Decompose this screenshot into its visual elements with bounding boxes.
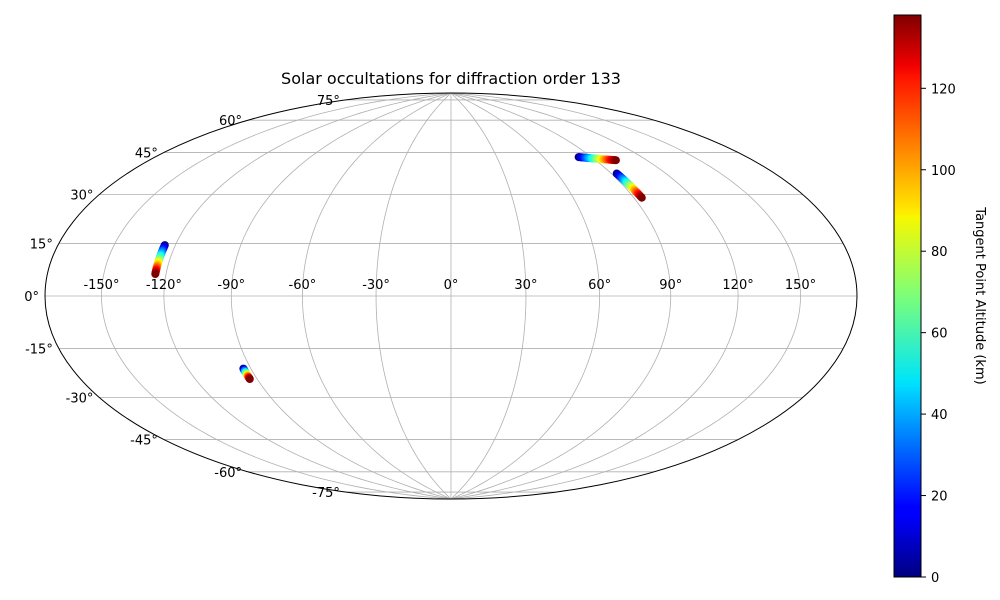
- colorbar-tick-label: 60: [931, 327, 948, 342]
- colorbar-ticks: 0 20 40 60 80 100 120: [921, 82, 956, 586]
- lat-tick-label: 0°: [24, 290, 39, 305]
- lon-tick-label: -120°: [146, 278, 182, 293]
- lon-tick-label: 120°: [722, 278, 753, 293]
- lat-tick-label: 30°: [70, 189, 93, 204]
- lat-tick-label: -15°: [25, 343, 53, 358]
- chart-title: Solar occultations for diffraction order…: [281, 69, 621, 88]
- lon-tick-label: -90°: [217, 278, 245, 293]
- lon-tick-label: 150°: [785, 278, 816, 293]
- occultation-points: [151, 153, 646, 383]
- lat-tick-label: -60°: [214, 466, 242, 481]
- latitude-tick-labels: -75° -60° -45° -30° -15° 0° 15° 30° 45° 60° 75°: [24, 94, 340, 501]
- longitude-tick-labels: -150° -120° -90° -60° -30° 0° 30° 60° 90° 120° 150…: [83, 278, 816, 293]
- lon-tick-label: 30°: [514, 278, 537, 293]
- lon-tick-label: 0°: [444, 278, 459, 293]
- colorbar-tick-label: 120: [931, 82, 956, 97]
- lat-tick-label: -30°: [66, 392, 94, 407]
- occultation-point: [611, 156, 620, 165]
- lon-tick-label: -150°: [83, 278, 119, 293]
- colorbar-label: Tangent Point Altitude (km): [972, 206, 987, 384]
- map-boundary: [44, 92, 858, 500]
- lon-tick-label: 90°: [659, 278, 682, 293]
- colorbar-tick-label: 20: [931, 490, 948, 505]
- lon-tick-label: -30°: [362, 278, 390, 293]
- lat-tick-label: -75°: [312, 486, 340, 501]
- lat-tick-label: 75°: [317, 94, 340, 109]
- lon-tick-label: 60°: [588, 278, 611, 293]
- occultation-point: [245, 374, 254, 383]
- colorbar-tick-label: 0: [931, 571, 939, 586]
- colorbar-tick-label: 80: [931, 245, 948, 260]
- occultation-point: [637, 193, 646, 202]
- colorbar-tick-label: 100: [931, 164, 956, 179]
- occultation-point: [151, 270, 160, 279]
- lat-tick-label: 15°: [30, 237, 53, 252]
- colorbar-tick-label: 40: [931, 408, 948, 423]
- lon-tick-label: -60°: [289, 278, 317, 293]
- lat-tick-label: -45°: [130, 434, 158, 449]
- map-graticule: [45, 93, 857, 499]
- colorbar: [893, 14, 922, 578]
- lat-tick-label: 45°: [135, 146, 158, 161]
- lat-tick-label: 60°: [219, 114, 242, 129]
